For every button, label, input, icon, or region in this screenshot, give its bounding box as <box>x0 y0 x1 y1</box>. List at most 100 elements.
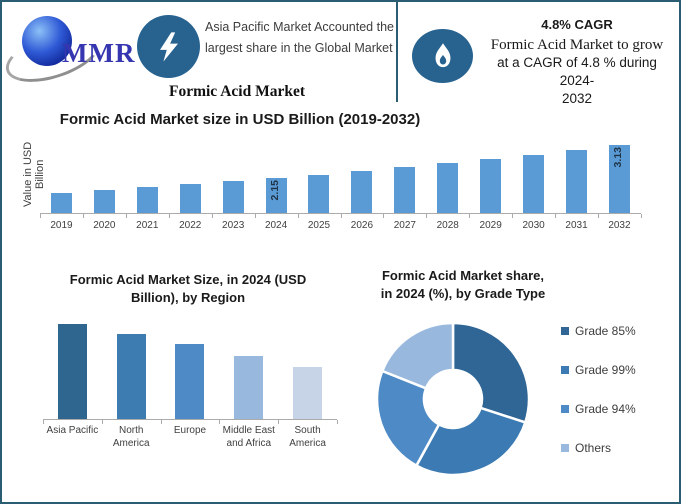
donut-title: Formic Acid Market share, in 2024 (%), b… <box>352 267 574 302</box>
bar-2022 <box>179 184 201 213</box>
bar-2027 <box>394 167 416 213</box>
region-chart-title: Formic Acid Market Size, in 2024 (USD Bi… <box>38 271 338 306</box>
bar-column <box>469 138 512 213</box>
grade-donut-chart <box>375 321 531 477</box>
cagr-callout: 4.8% CAGR Formic Acid Market to grow at … <box>479 17 675 109</box>
axis-tick <box>598 214 600 218</box>
bar-column <box>212 138 255 213</box>
axis-tick <box>82 214 84 218</box>
x-axis-label: North America <box>112 425 150 449</box>
product-title: Formic Acid Market <box>168 83 305 100</box>
region-plot <box>43 309 337 420</box>
axis-tick <box>641 214 642 218</box>
bar-column <box>40 138 83 213</box>
bar-column <box>219 309 278 419</box>
axis-tick <box>278 420 280 424</box>
donut-slice-grade-94 <box>375 369 441 467</box>
bar-2029 <box>480 159 502 213</box>
axis-tick <box>168 214 170 218</box>
axis-tick <box>340 214 342 218</box>
region-bar-south-america <box>293 367 323 419</box>
bar-2023 <box>222 181 244 213</box>
mmr-logo-text: MMR <box>62 38 136 68</box>
axis-tick <box>337 420 338 424</box>
highlight-line-2: largest share in the Global Market <box>205 40 393 55</box>
bar-2020 <box>93 190 115 213</box>
bar-2032: 3.13 <box>608 145 630 213</box>
axis-tick <box>555 214 557 218</box>
cagr-desc-line-2: at a CAGR of 4.8 % during 2024- <box>497 55 657 89</box>
bar-column <box>340 138 383 213</box>
axis-tick <box>219 420 221 424</box>
bar-column: 2.15 <box>255 138 298 213</box>
legend-label: Grade 85% <box>575 324 636 338</box>
region-bar-europe <box>175 344 205 419</box>
flame-icon <box>435 43 450 68</box>
x-axis-label: Europe <box>173 425 207 436</box>
bar-2021 <box>136 187 158 213</box>
legend-item: Grade 99% <box>561 363 636 377</box>
donut-slice-others <box>381 321 455 390</box>
legend-marker <box>561 444 569 452</box>
x-axis-label: 2027 <box>393 220 416 231</box>
region-bar-north-america <box>116 334 146 419</box>
bar-column <box>43 309 102 419</box>
bar-column <box>102 309 161 419</box>
bar-2025 <box>308 175 330 213</box>
bar-2024: 2.15 <box>265 178 287 213</box>
donut-legend: Grade 85% Grade 99% Grade 94% Others <box>561 324 636 480</box>
asia-pacific-highlight: Asia Pacific Market Accounted the larges… <box>205 17 407 58</box>
legend-marker <box>561 327 569 335</box>
donut-title-line-1: Formic Acid Market share, <box>381 268 545 283</box>
axis-tick <box>43 420 44 424</box>
x-axis-label: 2023 <box>222 220 245 231</box>
bar-column <box>426 138 469 213</box>
bar-2019 <box>50 193 72 213</box>
flame-badge <box>412 29 473 83</box>
region-title-line-1: Formic Acid Market Size, in 2024 (USD <box>69 272 307 287</box>
axis-tick <box>469 214 471 218</box>
mmr-logo: MMR <box>0 14 142 93</box>
legend-item: Grade 85% <box>561 324 636 338</box>
x-axis-label: 2032 <box>608 220 631 231</box>
region-bar-asia-pacific <box>57 324 87 419</box>
region-bar-middle-east-and-africa <box>234 356 264 419</box>
market-size-title: Formic Acid Market size in USD Billion (… <box>59 111 421 128</box>
bar-2028 <box>437 163 459 213</box>
x-axis-label: 2021 <box>136 220 159 231</box>
x-axis-label: 2025 <box>307 220 331 231</box>
bar-value-label: 2.15 <box>268 180 281 201</box>
x-axis-label: 2019 <box>50 220 73 231</box>
region-xlabels: Asia Pacific North America Europe Middle Ea… <box>43 424 337 450</box>
bar-column <box>169 138 212 213</box>
axis-tick <box>383 214 385 218</box>
legend-item: Others <box>561 441 636 455</box>
market-size-plot: 2.15 3.13 <box>40 138 641 214</box>
axis-tick <box>40 214 41 218</box>
legend-item: Grade 94% <box>561 402 636 416</box>
axis-tick <box>297 214 299 218</box>
bar-column <box>83 138 126 213</box>
bar-value-label: 3.13 <box>611 147 624 168</box>
bar-column <box>512 138 555 213</box>
donut-slice-grade-99 <box>415 406 527 477</box>
highlight-line-1: Asia Pacific Market Accounted the <box>205 20 394 34</box>
axis-tick <box>512 214 514 218</box>
bar-2031 <box>566 150 588 213</box>
cagr-desc-line-1: Formic Acid Market to grow <box>490 37 664 53</box>
donut-title-line-2: in 2024 (%), by Grade Type <box>380 285 546 301</box>
header-divider <box>396 0 398 102</box>
donut-slice-grade-85 <box>451 321 531 424</box>
region-title-line-2: Billion), by Region <box>130 289 246 305</box>
x-axis-label: 2026 <box>350 220 374 231</box>
bar-2026 <box>351 171 373 213</box>
legend-label: Grade 99% <box>575 363 636 377</box>
axis-tick <box>254 214 256 218</box>
lightning-bolt-icon <box>159 31 178 62</box>
x-axis-label: 2022 <box>179 220 202 231</box>
axis-tick <box>211 214 213 218</box>
x-axis-label: Asia Pacific <box>46 425 99 436</box>
bar-2030 <box>523 155 545 213</box>
lightning-badge <box>137 15 200 78</box>
bar-column <box>555 138 598 213</box>
